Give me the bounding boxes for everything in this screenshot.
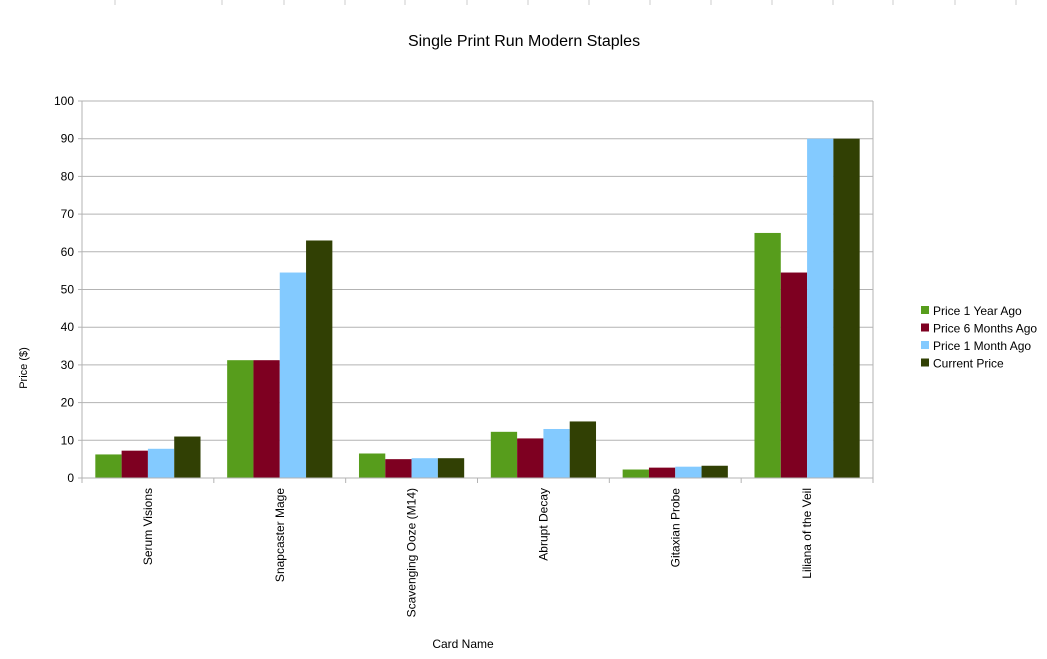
y-tick-label: 70 [61,207,75,221]
bar [648,467,676,478]
bar [147,448,175,478]
x-tick-label: Gitaxian Probe [668,488,682,568]
bar [754,232,781,478]
legend-swatch [921,306,929,314]
y-tick-label: 10 [61,433,75,447]
bar [543,428,570,478]
bar [780,272,808,478]
chart-title: Single Print Run Modern Staples [408,33,640,50]
x-tick-label: Liliana of the Veil [800,488,814,579]
axes: 0 10 20 30 40 50 60 70 80 90 100 Serum Visions Snapc… [54,94,874,617]
y-tick-label: 40 [61,320,75,334]
x-tick-label: Serum Visions [141,488,155,565]
bar [569,421,597,478]
bar [517,438,544,478]
bar [490,431,518,478]
bar [411,458,438,478]
legend-swatch [921,358,929,367]
bar [622,469,649,478]
legend-label: Price 1 Year Ago [933,304,1022,318]
bar [227,360,254,478]
bars [95,138,860,478]
bar [121,450,148,478]
y-tick-label: 100 [54,94,74,108]
y-tick-label: 90 [61,132,75,146]
legend-label: Current Price [933,357,1004,371]
legend: Price 1 Year Ago Price 6 Months Ago Price … [921,304,1037,371]
gridlines [82,100,873,479]
y-tick-label: 0 [67,471,74,485]
y-tick-label: 60 [61,245,75,259]
bar [807,138,834,478]
bar [437,458,465,478]
bar [253,360,280,478]
bar [95,454,122,478]
x-axis-label: Card Name [432,637,494,651]
legend-label: Price 1 Month Ago [933,339,1031,353]
bar [174,436,201,478]
y-tick-label: 50 [61,283,75,297]
y-axis-label: Price ($) [18,347,30,389]
y-tick-label: 80 [61,169,75,183]
bar [279,272,307,478]
bar [833,138,860,478]
legend-label: Price 6 Months Ago [933,322,1037,336]
bar [306,240,333,478]
bar [675,466,702,478]
y-tick-label: 30 [61,358,75,372]
legend-swatch [921,323,929,332]
bar [385,459,412,478]
spreadsheet-column-borders [114,0,1017,5]
x-tick-label: Scavenging Ooze (M14) [405,488,419,617]
legend-swatch [921,341,929,349]
y-tick-label: 20 [61,396,75,410]
bar [358,453,386,478]
x-tick-label: Abrupt Decay [536,488,550,561]
x-tick-label: Snapcaster Mage [273,488,287,582]
bar [701,465,728,478]
